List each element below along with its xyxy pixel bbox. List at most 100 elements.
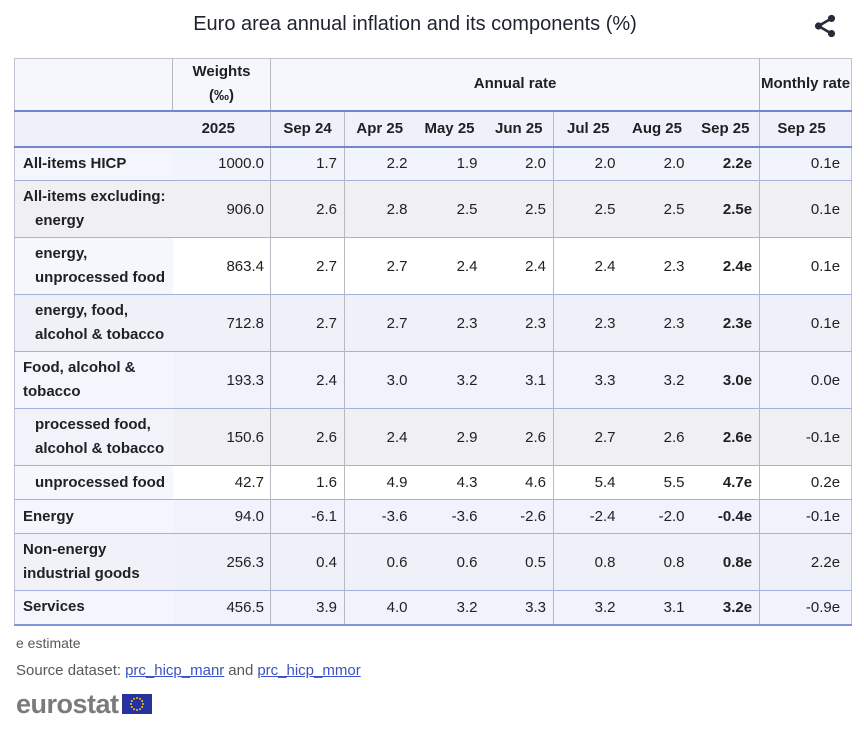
weight-cell: 712.8 bbox=[172, 294, 271, 352]
value-cell: 3.2 bbox=[414, 351, 485, 409]
inflation-table: Weights (‰) Annual rate Monthly rate 202… bbox=[14, 58, 853, 626]
value-cell: 2.4 bbox=[414, 237, 485, 295]
value-cell: -3.6 bbox=[344, 499, 415, 534]
sep25-estimate-cell: 3.0e bbox=[691, 351, 761, 409]
row-label: All-items HICP bbox=[14, 146, 173, 181]
table-row: processed food, alcohol & tobacco 150.6 2.6… bbox=[14, 408, 852, 466]
value-cell: 2.7 bbox=[553, 408, 623, 466]
value-cell: 2.4 bbox=[344, 408, 415, 466]
value-cell: 1.6 bbox=[270, 465, 345, 500]
source-line: Source dataset: prc_hicp_manr and prc_hicp_… bbox=[16, 662, 361, 679]
value-cell: 2.0 bbox=[484, 146, 554, 181]
table-row: All-items HICP 1000.0 1.7 2.2 1.9 2.0 2.0 2.0 2.… bbox=[14, 146, 852, 181]
value-cell: 5.5 bbox=[622, 465, 692, 500]
value-cell: 2.7 bbox=[344, 294, 415, 352]
row-label: unprocessed food bbox=[14, 465, 173, 500]
weight-cell: 193.3 bbox=[172, 351, 271, 409]
sep25-estimate-cell: 2.3e bbox=[691, 294, 761, 352]
eu-flag-icon bbox=[119, 694, 152, 714]
value-cell: 0.4 bbox=[270, 533, 345, 591]
weight-cell: 94.0 bbox=[172, 499, 271, 534]
value-cell: 3.1 bbox=[622, 590, 692, 625]
value-cell: -3.6 bbox=[414, 499, 485, 534]
weight-cell: 150.6 bbox=[172, 408, 271, 466]
value-cell: 2.3 bbox=[414, 294, 485, 352]
value-cell: -2.6 bbox=[484, 499, 554, 534]
estimate-note: e estimate bbox=[16, 635, 81, 651]
monthly-rate-cell: 0.1e bbox=[759, 180, 852, 238]
value-cell: 2.9 bbox=[414, 408, 485, 466]
table-row: energy, unprocessed food 863.4 2.7 2.7 2.4 2.4… bbox=[14, 237, 852, 295]
value-cell: 2.0 bbox=[622, 146, 692, 181]
annual-rate-header: Annual rate bbox=[270, 58, 761, 111]
row-label: Food, alcohol & tobacco bbox=[14, 351, 173, 409]
value-cell: 1.7 bbox=[270, 146, 345, 181]
value-cell: 3.3 bbox=[553, 351, 623, 409]
empty-cell bbox=[15, 111, 173, 147]
value-cell: 2.3 bbox=[484, 294, 554, 352]
value-cell: 4.9 bbox=[344, 465, 415, 500]
table-row: All-items excluding: energy 906.0 2.6 2.8 2.5… bbox=[14, 180, 852, 238]
eurostat-logo-text: eurostat bbox=[16, 689, 119, 719]
row-label: All-items excluding: energy bbox=[14, 180, 173, 238]
eurostat-logo: eurostat bbox=[16, 690, 152, 718]
sep25-estimate-cell: 2.4e bbox=[691, 237, 761, 295]
value-cell: 2.0 bbox=[553, 146, 623, 181]
value-cell: 3.3 bbox=[484, 590, 554, 625]
value-cell: 2.2 bbox=[344, 146, 415, 181]
monthly-rate-cell: 0.1e bbox=[759, 146, 852, 181]
value-cell: 2.3 bbox=[622, 294, 692, 352]
year-header: 2025 bbox=[172, 110, 271, 147]
weight-cell: 456.5 bbox=[172, 590, 271, 625]
monthly-rate-cell: 0.0e bbox=[759, 351, 852, 409]
monthly-rate-cell: 0.2e bbox=[759, 465, 852, 500]
row-label: Energy bbox=[14, 499, 173, 534]
sep25-estimate-cell: 2.6e bbox=[691, 408, 761, 466]
weight-cell: 863.4 bbox=[172, 237, 271, 295]
value-cell: 2.7 bbox=[270, 237, 345, 295]
value-cell: 2.5 bbox=[553, 180, 623, 238]
page-title: Euro area annual inflation and its compo… bbox=[193, 13, 637, 35]
value-cell: 2.6 bbox=[484, 408, 554, 466]
value-cell: 2.4 bbox=[553, 237, 623, 295]
value-cell: 1.9 bbox=[414, 146, 485, 181]
table-body: All-items HICP 1000.0 1.7 2.2 1.9 2.0 2.0 2.0 2.… bbox=[14, 146, 852, 625]
value-cell: 0.8 bbox=[622, 533, 692, 591]
monthly-rate-cell: -0.1e bbox=[759, 499, 852, 534]
month-header: Sep 25 bbox=[691, 110, 761, 147]
weight-cell: 906.0 bbox=[172, 180, 271, 238]
value-cell: -2.0 bbox=[622, 499, 692, 534]
monthly-rate-cell: -0.9e bbox=[759, 590, 852, 625]
value-cell: 3.9 bbox=[270, 590, 345, 625]
row-label: energy, food, alcohol & tobacco bbox=[14, 294, 173, 352]
table-row: energy, food, alcohol & tobacco 712.8 2.7 2.… bbox=[14, 294, 852, 352]
value-cell: 2.7 bbox=[344, 237, 415, 295]
value-cell: 0.8 bbox=[553, 533, 623, 591]
source-link-mmor[interactable]: prc_hicp_mmor bbox=[257, 662, 361, 679]
value-cell: 2.7 bbox=[270, 294, 345, 352]
sep25-estimate-cell: 4.7e bbox=[691, 465, 761, 500]
table-row: unprocessed food 42.7 1.6 4.9 4.3 4.6 5.4 5.5 4.… bbox=[14, 465, 852, 500]
month-header: May 25 bbox=[424, 120, 475, 137]
monthly-rate-cell: 0.1e bbox=[759, 294, 852, 352]
month-header: Sep 24 bbox=[270, 110, 345, 147]
monthly-rate-cell: -0.1e bbox=[759, 408, 852, 466]
sep25-estimate-cell: 2.2e bbox=[691, 146, 761, 181]
share-button[interactable] bbox=[812, 13, 838, 39]
value-cell: 0.5 bbox=[484, 533, 554, 591]
source-label: Source dataset: bbox=[16, 662, 122, 679]
source-link-manr[interactable]: prc_hicp_manr bbox=[125, 662, 225, 679]
value-cell: 2.5 bbox=[622, 180, 692, 238]
value-cell: 2.3 bbox=[622, 237, 692, 295]
value-cell: 3.2 bbox=[622, 351, 692, 409]
weight-cell: 42.7 bbox=[172, 465, 271, 500]
value-cell: 3.2 bbox=[553, 590, 623, 625]
monthly-month-header: Sep 25 bbox=[777, 120, 826, 137]
monthly-rate-header: Monthly rate bbox=[760, 75, 851, 93]
row-label: processed food, alcohol & tobacco bbox=[14, 408, 173, 466]
value-cell: 2.6 bbox=[270, 408, 345, 466]
weight-cell: 256.3 bbox=[172, 533, 271, 591]
source-join-text: and bbox=[228, 662, 254, 679]
table-header-groups: Weights (‰) Annual rate Monthly rate bbox=[14, 58, 852, 111]
value-cell: 2.4 bbox=[270, 351, 345, 409]
